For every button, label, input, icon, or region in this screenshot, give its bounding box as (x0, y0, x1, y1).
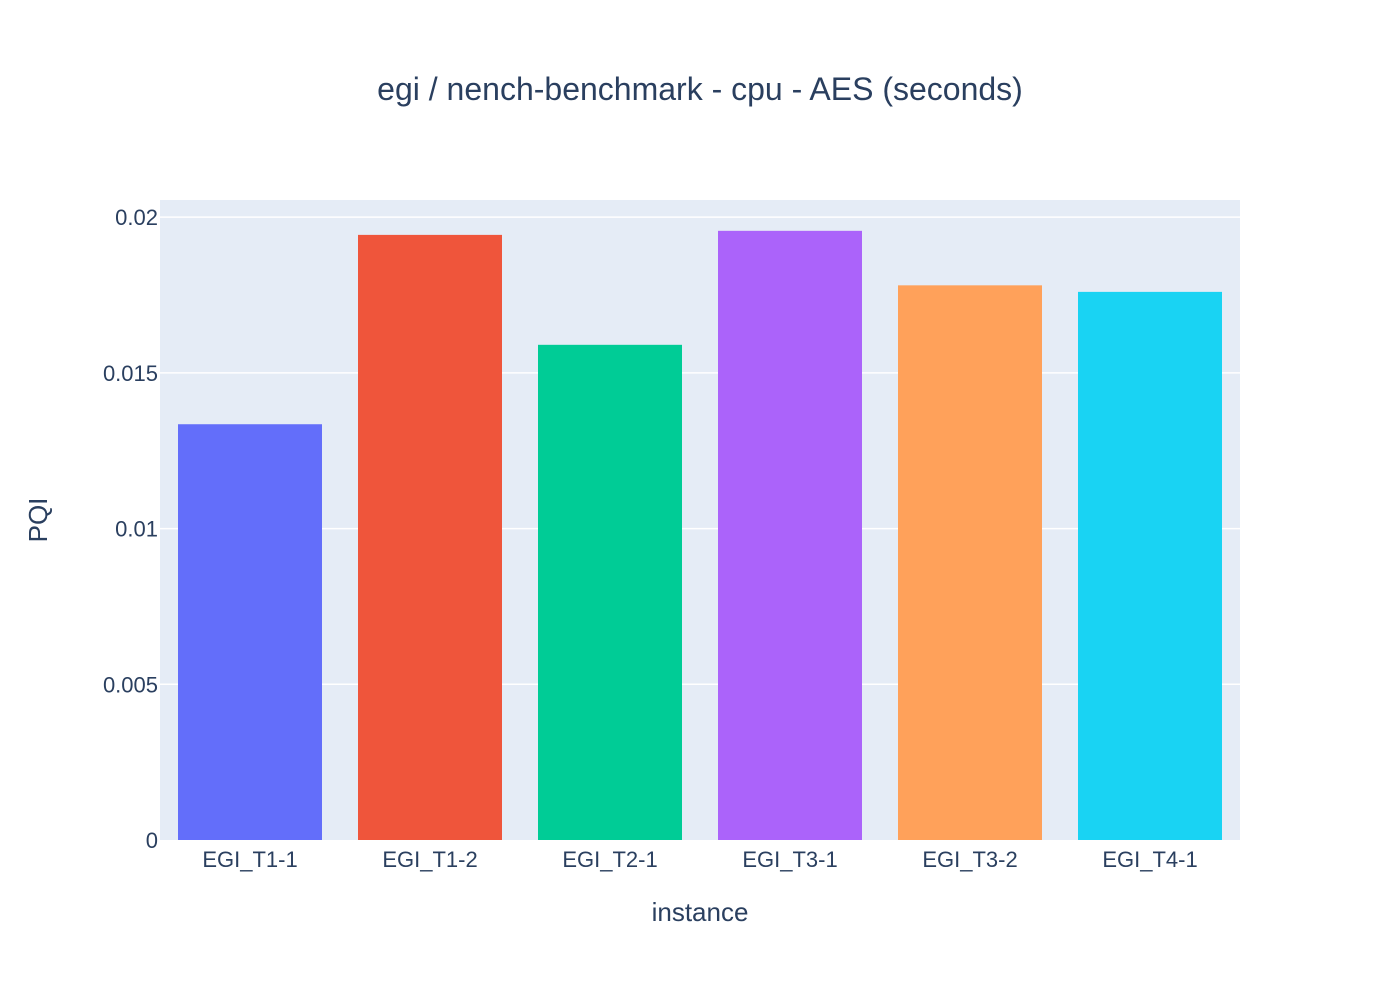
x-tick-label: EGI_T4-1 (1102, 847, 1197, 872)
bars (178, 230, 1222, 840)
y-tick-label: 0.015 (103, 361, 158, 386)
chart-title: egi / nench-benchmark - cpu - AES (secon… (377, 71, 1023, 107)
y-tick-label: 0 (146, 828, 158, 853)
y-tick-label: 0.02 (115, 205, 158, 230)
x-tick-label: EGI_T1-2 (382, 847, 477, 872)
bar-egi-t1-2[interactable] (358, 234, 502, 840)
plot-area (160, 200, 1240, 840)
x-tick-label: EGI_T1-1 (202, 847, 297, 872)
x-tick-label: EGI_T3-1 (742, 847, 837, 872)
y-axis-title: PQI (23, 498, 53, 543)
x-tick-label: EGI_T3-2 (922, 847, 1017, 872)
y-tick-labels: 0 0.005 0.01 0.015 0.02 (103, 205, 158, 853)
x-axis-title: instance (652, 897, 749, 927)
y-tick-label: 0.01 (115, 517, 158, 542)
bar-egi-t2-1[interactable] (538, 344, 682, 840)
bar-egi-t1-1[interactable] (178, 424, 322, 840)
x-tick-labels: EGI_T1-1 EGI_T1-2 EGI_T2-1 EGI_T3-1 EGI_T3-2… (202, 847, 1197, 872)
bar-egi-t3-1[interactable] (718, 230, 862, 840)
y-gridlines (160, 216, 1240, 686)
x-tick-label: EGI_T2-1 (562, 847, 657, 872)
bar-egi-t4-1[interactable] (1078, 291, 1222, 840)
y-tick-label: 0.005 (103, 672, 158, 697)
bar-egi-t3-2[interactable] (898, 285, 1042, 840)
